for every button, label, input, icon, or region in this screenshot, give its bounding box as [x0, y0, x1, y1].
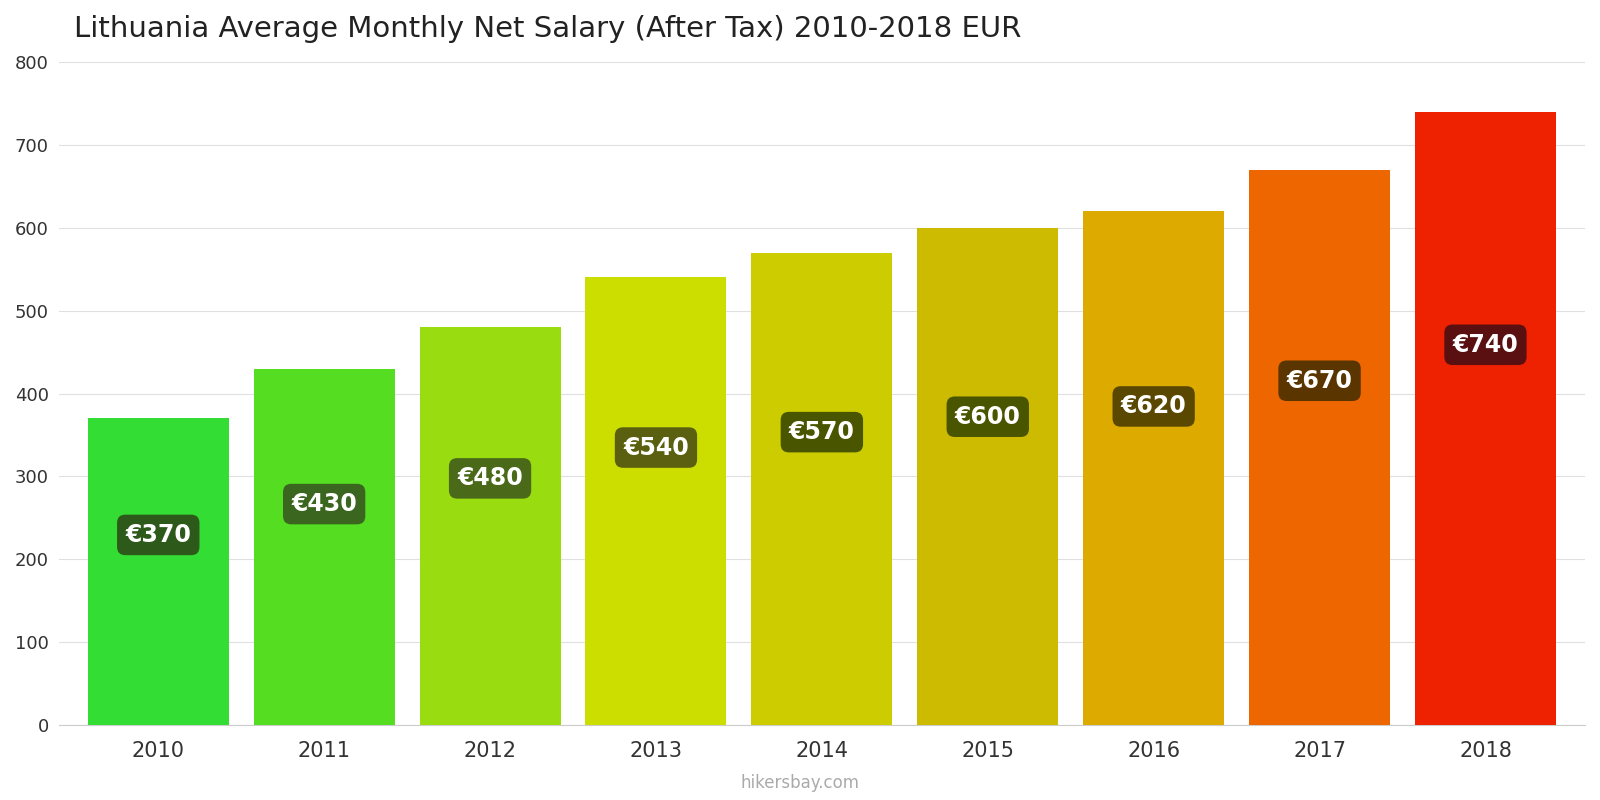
Text: €540: €540	[622, 435, 690, 459]
Bar	[419, 327, 560, 725]
Text: hikersbay.com: hikersbay.com	[741, 774, 859, 792]
Bar	[1083, 211, 1224, 725]
Text: €740: €740	[1453, 333, 1518, 357]
Text: €620: €620	[1120, 394, 1187, 418]
Bar	[88, 418, 229, 725]
Text: €570: €570	[789, 420, 854, 444]
Bar	[752, 253, 893, 725]
Text: €430: €430	[291, 492, 357, 516]
Bar	[1250, 170, 1390, 725]
Bar	[586, 278, 726, 725]
Text: €600: €600	[955, 405, 1021, 429]
Bar	[1414, 112, 1555, 725]
Text: €670: €670	[1286, 369, 1352, 393]
Text: €480: €480	[458, 466, 523, 490]
Text: Lithuania Average Monthly Net Salary (After Tax) 2010-2018 EUR: Lithuania Average Monthly Net Salary (Af…	[74, 15, 1021, 43]
Bar	[917, 228, 1058, 725]
Text: €370: €370	[125, 523, 190, 547]
Bar	[254, 369, 395, 725]
